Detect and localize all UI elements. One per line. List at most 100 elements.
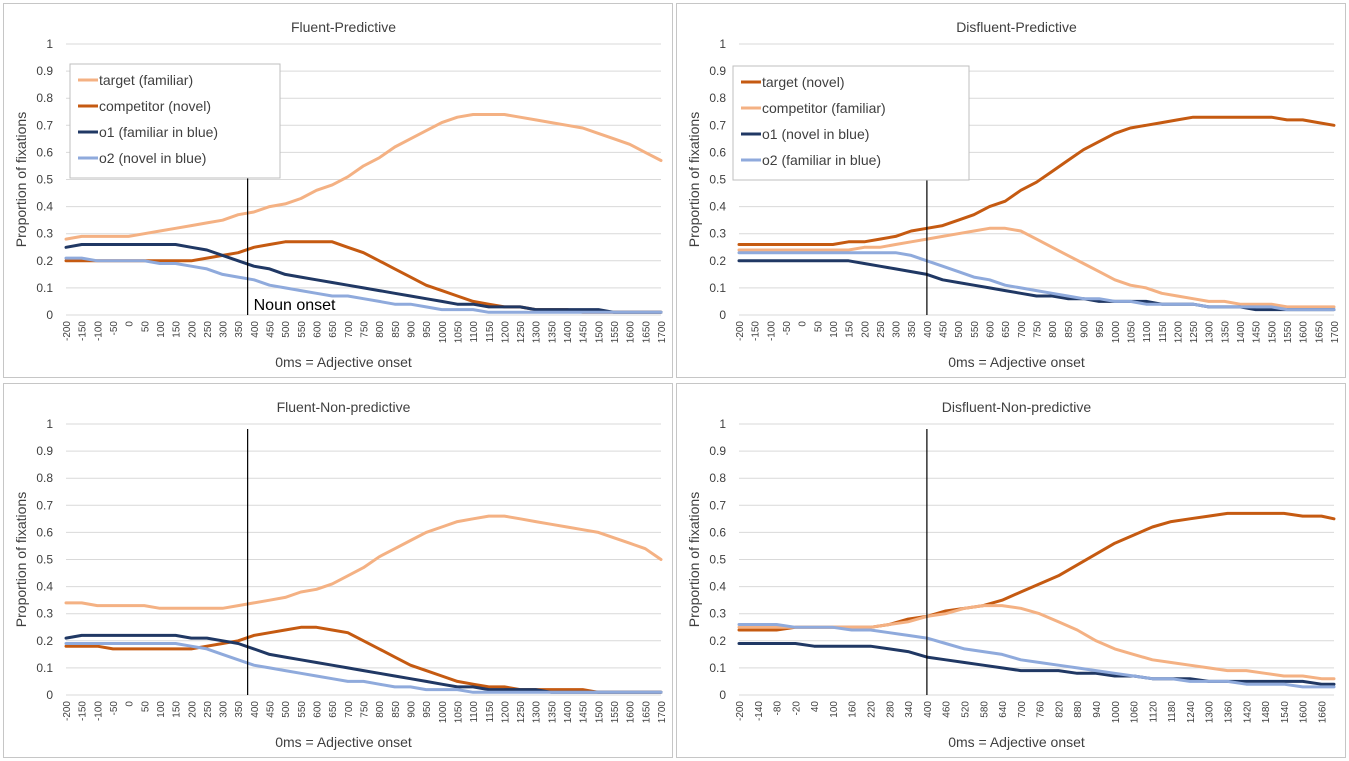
x-axis-label: 0ms = Adjective onset	[948, 354, 1085, 370]
y-tick-label: 0.9	[36, 444, 53, 458]
x-tick-label: 1000	[438, 701, 449, 724]
x-tick-label: 600	[986, 321, 997, 338]
x-tick-label: 100	[829, 321, 840, 338]
x-tick-label: 100	[156, 701, 167, 718]
x-tick-label: 1050	[453, 701, 464, 724]
x-tick-label: 1700	[657, 701, 668, 724]
x-tick-label: 600	[313, 321, 324, 338]
x-tick-label: 1050	[1126, 321, 1137, 344]
x-tick-label: 40	[810, 701, 821, 713]
x-tick-label: 50	[140, 701, 151, 713]
x-tick-label: 460	[942, 701, 953, 718]
y-tick-label: 0.5	[36, 173, 53, 187]
x-tick-label: 1250	[516, 701, 527, 724]
series-line	[737, 259, 1336, 312]
x-tick-label: -200	[735, 701, 746, 721]
series-line	[64, 625, 663, 694]
legend-label: competitor (familiar)	[762, 100, 886, 116]
x-tick-label: 1650	[641, 321, 652, 344]
y-tick-label: 0.9	[709, 444, 726, 458]
x-tick-label: 1150	[485, 701, 496, 723]
chart-title: Fluent-Non-predictive	[277, 399, 411, 415]
x-tick-label: -50	[109, 321, 120, 336]
x-tick-label: -200	[62, 321, 73, 341]
x-tick-label: -20	[791, 701, 802, 716]
x-tick-label: 1400	[1236, 321, 1247, 344]
x-tick-label: 1300	[532, 701, 543, 724]
x-tick-label: 150	[845, 321, 856, 338]
x-tick-label: 0	[125, 701, 136, 707]
x-tick-label: 220	[867, 701, 878, 718]
y-tick-label: 0.6	[709, 525, 726, 539]
y-tick-label: 0.1	[36, 281, 53, 295]
x-tick-label: 1500	[594, 701, 605, 724]
x-tick-label: -100	[766, 321, 777, 341]
legend-label: o1 (novel in blue)	[762, 126, 869, 142]
line-chart: Fluent-Non-predictive 0 0.1 0.2 0.3 0.4 0.5 0.6…	[13, 399, 668, 750]
x-tick-label: 1100	[1142, 321, 1153, 343]
x-tick-label: 900	[1079, 321, 1090, 338]
x-tick-label: -50	[109, 701, 120, 716]
legend-label: o2 (novel in blue)	[99, 150, 206, 166]
y-axis-label: Proportion of fixations	[13, 492, 29, 627]
x-tick-label: 750	[360, 701, 371, 718]
x-tick-label: 0	[125, 321, 136, 327]
x-tick-label: 50	[140, 321, 151, 333]
x-tick-label: 100	[829, 701, 840, 718]
x-tick-label: 1700	[657, 321, 668, 344]
x-tick-label: 1000	[438, 321, 449, 344]
x-tick-label: 850	[391, 701, 402, 718]
x-tick-label: 1400	[563, 321, 574, 344]
x-tick-label: 1360	[1224, 701, 1235, 724]
x-tick-label: 1100	[469, 701, 480, 723]
y-tick-label: 0.5	[36, 553, 53, 567]
x-tick-label: 200	[187, 321, 198, 338]
y-tick-label: 0	[46, 688, 53, 702]
x-tick-label: 1120	[1148, 701, 1159, 723]
x-tick-label: 350	[234, 321, 245, 338]
x-tick-label: 1350	[547, 321, 558, 344]
x-tick-label: 300	[219, 701, 230, 718]
x-tick-label: 580	[979, 701, 990, 718]
x-tick-label: -150	[751, 321, 762, 341]
x-tick-label: 280	[885, 701, 896, 718]
x-tick-label: 1500	[594, 321, 605, 344]
chart-panel-fluent-non-predictive: Fluent-Non-predictive 0 0.1 0.2 0.3 0.4 0.5 0.6…	[3, 383, 673, 758]
x-tick-label: 1450	[1252, 321, 1263, 344]
x-tick-label: 1660	[1317, 701, 1328, 724]
x-tick-label: 1250	[1189, 321, 1200, 344]
series-line	[64, 113, 663, 241]
x-tick-label: 550	[297, 321, 308, 338]
x-tick-label: 250	[203, 701, 214, 718]
x-tick-label: 1600	[1299, 701, 1310, 724]
x-tick-label: 1000	[1111, 701, 1122, 724]
y-tick-label: 0.1	[36, 661, 53, 675]
x-tick-label: 1550	[1283, 321, 1294, 344]
x-tick-label: 1400	[563, 701, 574, 724]
x-tick-label: 1300	[1205, 321, 1216, 344]
y-tick-label: 1	[719, 37, 726, 51]
x-tick-label: 500	[281, 701, 292, 718]
x-tick-label: 520	[960, 701, 971, 718]
x-tick-label: 900	[406, 701, 417, 718]
line-chart: Fluent-Predictive 0 0.1 0.2 0.3 0.4 0.5 0.6 0.7 0…	[13, 19, 668, 370]
y-tick-label: 0.1	[709, 661, 726, 675]
legend-box	[69, 63, 281, 179]
y-tick-label: 0.8	[709, 471, 726, 485]
series-line	[64, 243, 663, 314]
x-tick-label: 1050	[453, 321, 464, 344]
y-tick-label: 0.5	[709, 173, 726, 187]
x-tick-label: 940	[1092, 701, 1103, 718]
y-tick-label: 0	[46, 308, 53, 322]
series-line	[64, 642, 663, 694]
x-tick-label: 800	[1048, 321, 1059, 338]
x-tick-label: 950	[1095, 321, 1106, 338]
x-tick-label: 450	[939, 321, 950, 338]
legend-box	[732, 65, 970, 181]
x-tick-label: 1450	[579, 701, 590, 724]
x-tick-label: 1420	[1242, 701, 1253, 724]
x-tick-label: 1100	[469, 321, 480, 343]
x-tick-label: 1200	[500, 701, 511, 724]
x-tick-label: 650	[328, 321, 339, 338]
x-tick-label: 1480	[1261, 701, 1272, 724]
